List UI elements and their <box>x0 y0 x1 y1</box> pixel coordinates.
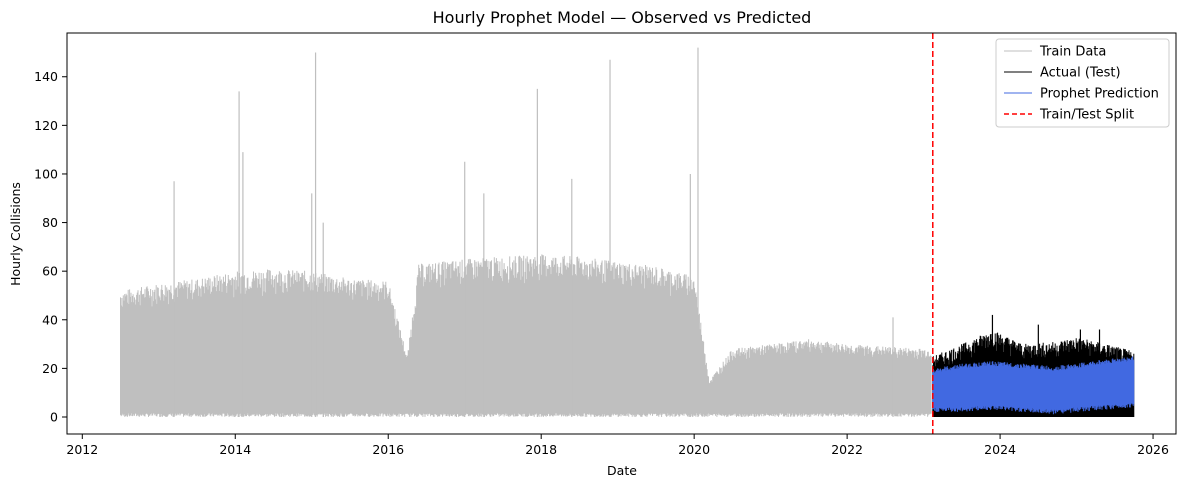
plot-frame <box>66 32 1177 435</box>
series-train <box>120 47 932 417</box>
x-tick-label: 2026 <box>1137 442 1169 457</box>
legend-box <box>995 38 1170 128</box>
y-tick-label: 140 <box>34 69 58 84</box>
legend-label: Actual (Test) <box>1040 66 1121 81</box>
y-tick-label: 20 <box>42 361 58 376</box>
y-tick-label: 60 <box>42 264 58 279</box>
legend-label: Train/Test Split <box>1039 108 1134 123</box>
y-axis: 0 20 40 60 80 100 120 140 <box>34 69 67 424</box>
y-tick-label: 40 <box>42 312 58 327</box>
series-line <box>932 356 1135 415</box>
x-tick-label: 2020 <box>678 442 710 457</box>
y-tick-label: 80 <box>42 215 58 230</box>
series-line <box>120 254 932 417</box>
legend: Train Data Actual (Test) Prophet Predictio… <box>995 38 1170 128</box>
plot-area <box>120 33 1135 434</box>
x-tick-label: 2018 <box>525 442 557 457</box>
x-tick-label: 2012 <box>66 442 98 457</box>
x-tick-label: 2014 <box>219 442 251 457</box>
y-tick-label: 0 <box>50 409 58 424</box>
series-prediction <box>932 356 1135 415</box>
legend-label: Train Data <box>1039 45 1106 60</box>
y-tick-label: 120 <box>34 118 58 133</box>
x-tick-label: 2024 <box>984 442 1016 457</box>
y-axis-label: Hourly Collisions <box>8 182 23 286</box>
x-tick-label: 2016 <box>372 442 404 457</box>
x-axis-label: Date <box>607 463 637 478</box>
y-tick-label: 100 <box>34 166 58 181</box>
legend-label: Prophet Prediction <box>1040 87 1159 102</box>
x-axis: 2012 2014 2016 2018 2020 2022 2024 2026 <box>66 434 1169 457</box>
x-tick-label: 2022 <box>831 442 863 457</box>
chart-title: Hourly Prophet Model — Observed vs Predi… <box>433 8 812 27</box>
